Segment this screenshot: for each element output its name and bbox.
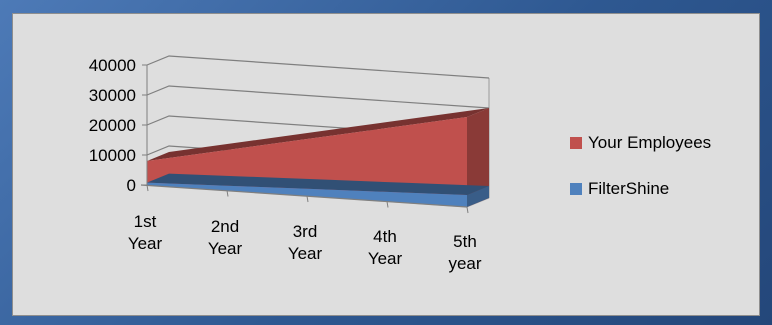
series-front-filtershine	[147, 182, 467, 207]
y-tick-label-0: 0	[127, 176, 136, 195]
series-top-your-employees	[147, 108, 489, 161]
legend-item-your-employees: Your Employees	[570, 132, 760, 154]
chart-legend: Your Employees FilterShine	[570, 132, 760, 224]
y-tick-label-40000: 40000	[89, 56, 136, 75]
x-tick-mark-4	[386, 201, 389, 208]
chart-axes	[140, 64, 469, 214]
x-axis-tick-labels: 1st Year 2nd Year 3rd Year 4th Year 5th year	[128, 212, 482, 273]
legend-item-filtershine: FilterShine	[570, 178, 760, 200]
y-tick-label-20000: 20000	[89, 116, 136, 135]
gridline-40000	[146, 55, 490, 79]
x-tick-mark-2	[226, 190, 229, 197]
chart-plot: 0 10000 20000 30000 40000 1st Year 2nd Year 3rd Y…	[89, 55, 490, 273]
series-top-filtershine	[147, 173, 489, 195]
legend-label-filtershine: FilterShine	[588, 179, 670, 198]
x-tick-mark-5	[466, 206, 469, 214]
series-side-filtershine	[467, 186, 489, 207]
x-tick-label-2: 2nd Year	[208, 217, 243, 258]
x-tick-label-1: 1st Year	[128, 212, 163, 253]
legend-swatch-filtershine	[570, 183, 582, 195]
y-tick-label-10000: 10000	[89, 146, 136, 165]
y-axis-tick-labels: 0 10000 20000 30000 40000	[89, 56, 136, 195]
chart-series	[146, 108, 489, 207]
x-tick-label-3: 3rd Year	[288, 222, 323, 263]
x-tick-label-5: 5th year	[448, 232, 481, 273]
x-tick-mark-3	[306, 195, 309, 203]
legend-label-your-employees: Your Employees	[588, 133, 712, 152]
chart-panel: 0 10000 20000 30000 40000 1st Year 2nd Year 3rd Y…	[12, 13, 760, 316]
x-tick-mark-1	[146, 184, 149, 192]
legend-swatch-your-employees	[570, 137, 582, 149]
x-axis-line	[140, 184, 468, 208]
y-tick-label-30000: 30000	[89, 86, 136, 105]
gridline-30000	[146, 85, 490, 109]
series-side-your-employees	[467, 108, 489, 207]
x-tick-label-4: 4th Year	[368, 227, 403, 268]
